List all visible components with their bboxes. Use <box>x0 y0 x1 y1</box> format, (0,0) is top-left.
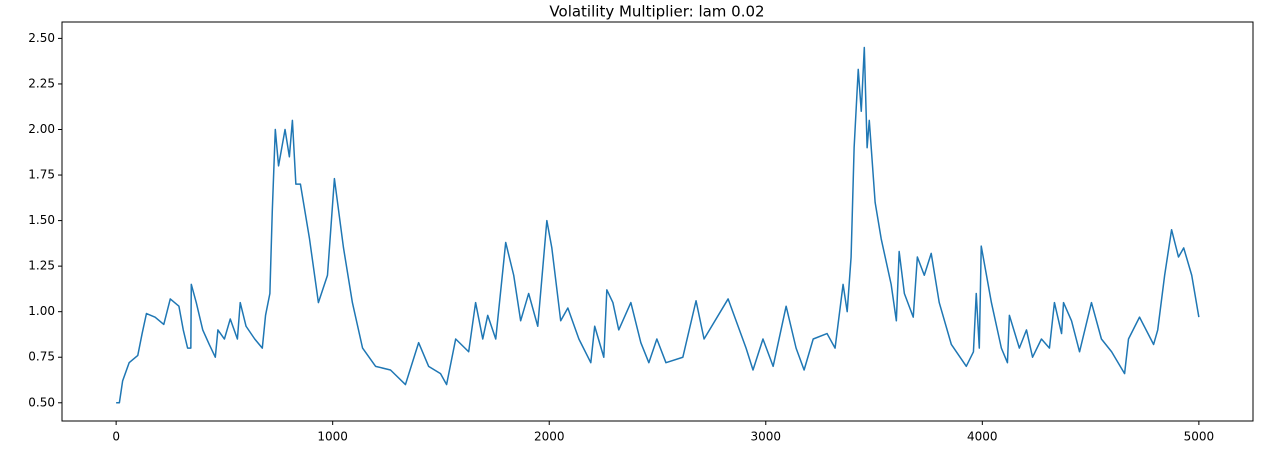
plot-frame <box>61 21 1254 422</box>
y-tick-label: 2.25 <box>28 76 55 90</box>
x-tick-label: 4000 <box>967 430 998 444</box>
y-tick-label: 1.75 <box>28 168 55 182</box>
y-tick-label: 0.50 <box>28 395 55 409</box>
chart-title: Volatility Multiplier: lam 0.02 <box>549 3 764 21</box>
line-series <box>116 46 1200 404</box>
y-tick-label: 2.50 <box>28 31 55 45</box>
x-tick-label: 5000 <box>1184 430 1215 444</box>
y-tick-label: 0.75 <box>28 350 55 364</box>
y-tick-label: 2.00 <box>28 122 55 136</box>
y-tick-label: 1.00 <box>28 304 55 318</box>
x-tick-label: 2000 <box>534 430 565 444</box>
y-tick-label: 1.25 <box>28 259 55 273</box>
x-tick-label: 0 <box>112 430 120 444</box>
y-tick-label: 1.50 <box>28 213 55 227</box>
x-tick-label: 1000 <box>317 430 348 444</box>
x-tick-label: 3000 <box>750 430 781 444</box>
